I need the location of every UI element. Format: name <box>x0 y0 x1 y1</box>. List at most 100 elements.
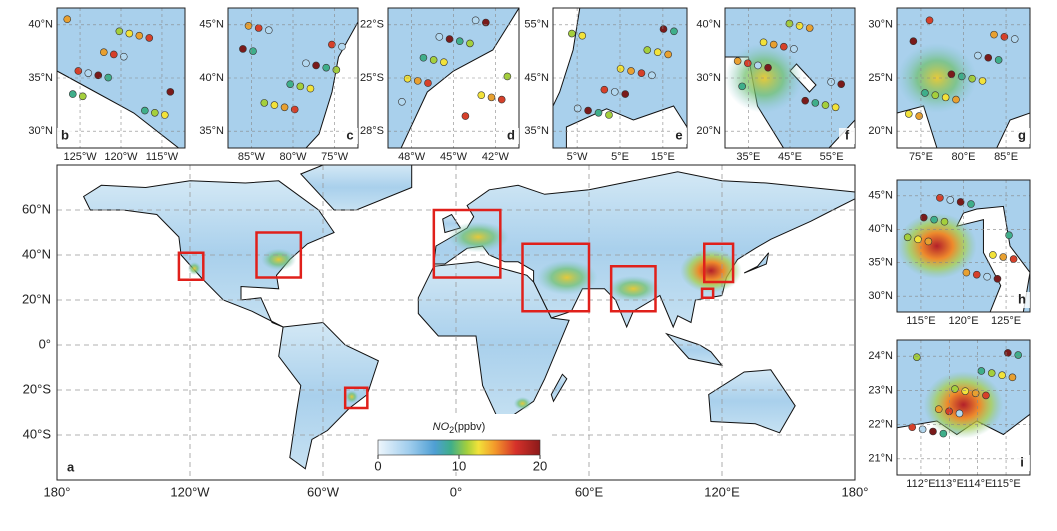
pollution-hotspot <box>606 275 660 302</box>
station <box>471 16 480 25</box>
station <box>915 112 923 120</box>
station <box>811 99 820 107</box>
x-tick-label: 45°W <box>440 151 468 163</box>
station <box>951 385 959 393</box>
station <box>769 40 778 49</box>
x-tick-label: 5°W <box>567 151 589 163</box>
panel-label: f <box>845 127 850 142</box>
station <box>827 78 835 86</box>
station <box>239 45 247 53</box>
inset-map: 48°W 45°W 42°W 22°S 25°S 28°S d <box>360 7 520 163</box>
station <box>429 56 438 64</box>
x-tick-label: 45°E <box>778 151 802 163</box>
x-tick-label: 120°E <box>704 484 740 499</box>
station <box>909 37 918 46</box>
inset-content <box>57 8 185 148</box>
panel-label: d <box>507 127 515 142</box>
station <box>312 61 320 70</box>
station <box>254 24 263 32</box>
x-tick-label: 120°E <box>948 315 978 327</box>
y-tick-label: 20°S <box>23 381 52 396</box>
panel-label-bg <box>839 128 855 144</box>
station <box>764 63 772 72</box>
panel-label: h <box>1018 291 1026 306</box>
station <box>921 89 929 97</box>
station <box>780 42 788 51</box>
station <box>837 80 846 88</box>
station <box>605 111 613 119</box>
y-tick-label: 24°N <box>868 350 893 362</box>
x-tick-label: 60°E <box>575 484 604 499</box>
y-tick-label: 22°S <box>360 19 384 31</box>
station <box>664 50 672 59</box>
main-map: 180° 120°W 60°W 0° 60°E 120°E 180°60°N40°N20°N… <box>22 164 868 499</box>
station <box>925 16 934 25</box>
land <box>82 165 855 470</box>
y-tick-label: 35°N <box>524 125 549 137</box>
station <box>984 53 993 62</box>
station <box>805 24 814 32</box>
station <box>270 101 279 109</box>
station <box>610 88 619 96</box>
station <box>306 84 315 93</box>
region-box <box>432 208 502 279</box>
station <box>296 82 305 91</box>
y-tick-label: 23°N <box>868 384 893 396</box>
station <box>961 387 970 395</box>
station <box>1004 349 1012 357</box>
panel-label: i <box>1020 454 1024 469</box>
x-tick-label: 120°W <box>170 484 210 499</box>
y-tick-label: 40°N <box>868 223 893 235</box>
station <box>643 46 652 54</box>
station <box>934 405 943 413</box>
x-tick-label: 5°E <box>611 151 629 163</box>
x-tick-label: 125°W <box>63 151 97 163</box>
station <box>461 112 470 120</box>
panel-label: c <box>346 127 353 142</box>
x-tick-label: 115°E <box>991 478 1020 490</box>
station <box>466 39 474 48</box>
colorbar-title: NO2(ppbv) <box>433 421 486 435</box>
region-box <box>343 386 369 410</box>
y-tick-label: 35°N <box>28 72 53 84</box>
y-tick-label: 20°N <box>696 125 721 137</box>
station <box>445 35 454 43</box>
station <box>743 59 752 68</box>
station <box>754 61 762 70</box>
station <box>983 272 991 281</box>
station <box>119 52 128 61</box>
station <box>972 270 981 279</box>
colorbar: NO2(ppbv) 0 10 20 <box>370 414 548 473</box>
panel-label-bg <box>342 128 358 144</box>
pollution-hotspot <box>447 221 509 253</box>
station <box>977 367 986 375</box>
continent <box>82 180 335 328</box>
x-tick-label: 60°W <box>307 484 340 499</box>
panel-label: e <box>675 127 682 142</box>
inset-content <box>897 340 1030 475</box>
station <box>482 18 490 27</box>
station <box>956 198 965 206</box>
station <box>503 72 512 81</box>
station <box>914 235 922 244</box>
y-tick-label: 40°N <box>696 19 721 31</box>
station <box>594 108 603 117</box>
station <box>1009 255 1018 263</box>
station <box>84 69 93 77</box>
y-tick-label: 35°N <box>868 257 893 269</box>
y-tick-label: 30°N <box>868 290 893 302</box>
station <box>100 48 108 57</box>
station <box>627 67 635 75</box>
station <box>637 69 646 77</box>
station <box>957 72 966 81</box>
station <box>801 96 809 105</box>
station <box>936 194 944 202</box>
inset-frame <box>552 7 688 149</box>
station <box>68 90 77 98</box>
y-tick-label: 55°N <box>524 19 549 31</box>
y-tick-label: 0° <box>39 336 51 351</box>
station <box>924 237 933 246</box>
region-box <box>255 231 303 279</box>
x-tick-label: 15°E <box>651 151 675 163</box>
